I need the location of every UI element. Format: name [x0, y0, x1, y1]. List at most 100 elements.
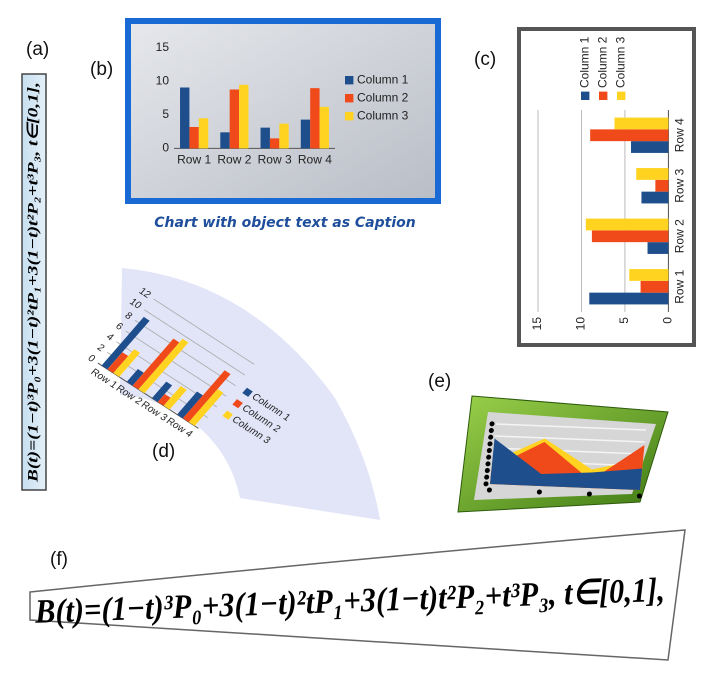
bar	[591, 230, 669, 243]
panel-label: (b)	[90, 59, 113, 80]
grid-line	[495, 423, 647, 431]
axis-dot	[486, 448, 492, 454]
chart: 0 5 10 15 Row 1 Row 2 Row 3 Row 4 Column 1 Column…	[530, 36, 686, 330]
x-tick-label: Row 2	[217, 153, 251, 167]
grid-line	[494, 435, 645, 443]
bar	[126, 368, 144, 386]
bar	[180, 87, 190, 149]
grid-line	[125, 330, 227, 397]
y-tick-label: 6	[113, 321, 125, 333]
caption: Chart with object text as Caption	[154, 215, 416, 231]
chart: 0 5 10 15 Row 1 Row 2 Row 3 Row 4 Column 1 Column…	[156, 40, 409, 166]
panel-label: (d)	[152, 441, 175, 462]
bar	[138, 338, 189, 394]
bar	[640, 280, 669, 293]
bar	[269, 138, 280, 149]
legend-label: Column 2	[595, 36, 609, 88]
legend-swatch	[345, 76, 354, 85]
legend-swatch	[599, 91, 608, 100]
axis-dot	[486, 487, 492, 493]
legend-label: Column 1	[577, 36, 591, 88]
panel-label: (c)	[474, 49, 496, 70]
grid-line	[153, 298, 255, 365]
axis-dot	[586, 491, 592, 497]
bar	[132, 338, 180, 390]
y-tick-label: 10	[156, 74, 170, 88]
panel-label: (e)	[428, 371, 451, 392]
x-tick-label: Row 1	[673, 269, 687, 303]
bar	[631, 141, 669, 153]
bar	[107, 352, 129, 374]
bar	[589, 292, 669, 305]
x-tick-label: Row 3	[258, 153, 292, 167]
y-tick-label: 10	[574, 317, 588, 331]
bar	[157, 393, 171, 406]
bar	[177, 391, 203, 419]
axis-dot	[536, 489, 542, 495]
bar	[319, 106, 329, 149]
x-tick-label: Row 3	[673, 168, 687, 202]
axis-dot	[485, 461, 491, 467]
bar	[641, 191, 669, 204]
axis-dot	[486, 454, 492, 460]
bar	[229, 89, 240, 149]
bar	[647, 242, 669, 254]
chart-frame	[125, 18, 441, 204]
area	[489, 438, 643, 491]
bar	[614, 117, 669, 130]
axis-dot	[489, 421, 495, 427]
formula: B(t)=(1−t)³P₀+3(1−t)²tP₁+3(1−t)t²P₂+t³P₃…	[25, 82, 41, 483]
bar	[220, 132, 230, 149]
formula-box	[21, 73, 47, 491]
bar	[655, 179, 669, 192]
y-tick-label: 4	[104, 332, 116, 344]
grid-line	[143, 309, 246, 376]
axis-dot	[488, 434, 494, 440]
bar	[198, 118, 209, 149]
legend-label: Column 2	[357, 90, 409, 104]
y-tick-label: 2	[95, 343, 107, 355]
y-tick-label: 15	[530, 317, 544, 331]
legend-swatch	[581, 91, 590, 100]
y-tick-label: 5	[162, 107, 169, 121]
bar	[629, 269, 669, 281]
axis-dot	[636, 493, 642, 499]
axis-dot	[487, 441, 493, 447]
bar	[279, 123, 289, 149]
bar	[101, 316, 150, 370]
bar	[260, 127, 270, 149]
x-tick-label: Row 2	[673, 219, 687, 253]
grid-line	[134, 320, 236, 386]
x-tick-label: Row 4	[298, 153, 332, 167]
panel-label: (a)	[26, 39, 49, 60]
bar	[189, 126, 199, 149]
legend-swatch	[345, 112, 354, 121]
legend-swatch	[617, 91, 626, 100]
x-tick-label: Row 1	[177, 153, 211, 167]
panel-label: (f)	[50, 549, 68, 570]
legend-label: Column 3	[357, 108, 409, 122]
legend-swatch	[345, 94, 354, 103]
bar	[310, 88, 320, 149]
bar	[590, 129, 669, 142]
bar	[151, 381, 173, 402]
y-tick-label: 0	[85, 353, 97, 365]
legend-label: Column 1	[357, 72, 409, 86]
y-tick-label: 0	[661, 317, 675, 324]
x-tick-label: Row 4	[673, 118, 687, 152]
bar	[239, 84, 249, 149]
y-tick-label: 5	[617, 317, 631, 324]
formula-box	[29, 529, 686, 661]
legend-swatch	[222, 410, 233, 420]
bar	[182, 370, 231, 423]
grid-line	[493, 447, 644, 455]
legend-swatch	[242, 387, 253, 397]
bar	[113, 349, 141, 377]
bar	[636, 168, 669, 180]
y-tick-label: 15	[156, 40, 170, 54]
bar	[188, 389, 224, 426]
legend-swatch	[232, 399, 243, 409]
axis-dot	[488, 428, 494, 434]
